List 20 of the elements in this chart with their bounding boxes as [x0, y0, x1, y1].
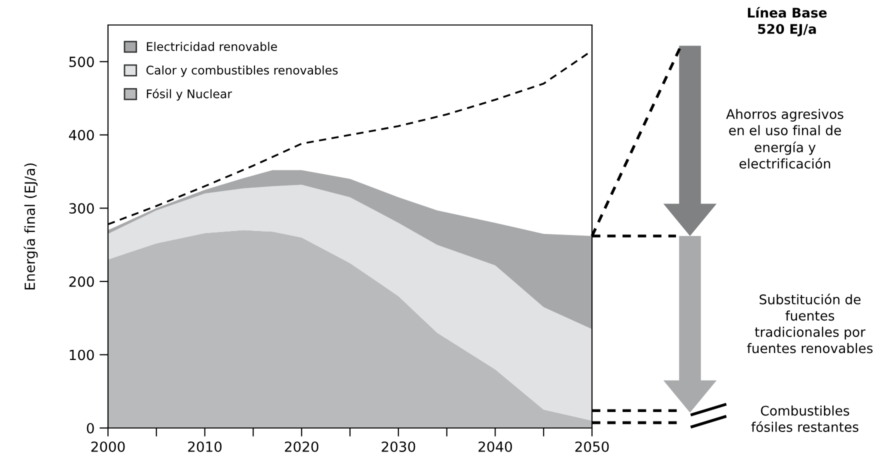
y-tick-label: 100 — [70, 350, 94, 360]
text: Línea Base 520 EJ/a — [748, 6, 827, 36]
legend-label: Electricidad renovable — [146, 42, 277, 52]
y-tick-label: 0 — [86, 422, 94, 434]
x-tick-label: 2040 — [478, 441, 512, 452]
y-tick-label: 200 — [69, 276, 94, 287]
text: Substitución de fuentes tradicionales por fuentes renovables — [747, 294, 873, 354]
legend-label: Calor y combustibles renovables — [146, 65, 338, 77]
y-tick-label: 300 — [69, 203, 94, 214]
x-tick-label: 2050 — [575, 441, 609, 452]
y-axis-title: Energía final (EJ/a) — [24, 163, 38, 290]
legend-label: Fósil y Nuclear — [146, 88, 232, 101]
x-tick-label: 2020 — [284, 441, 318, 452]
y-tick-label: 400 — [68, 130, 94, 140]
x-tick-label: 2030 — [382, 441, 416, 452]
text: Ahorros agresivos en el uso final de energía y electrificación — [726, 108, 844, 169]
text: Combustibles fósiles restantes — [751, 405, 858, 432]
y-tick-label: 500 — [69, 56, 94, 68]
x-tick-label: 2000 — [91, 441, 125, 452]
x-tick-label: 2010 — [188, 441, 222, 452]
